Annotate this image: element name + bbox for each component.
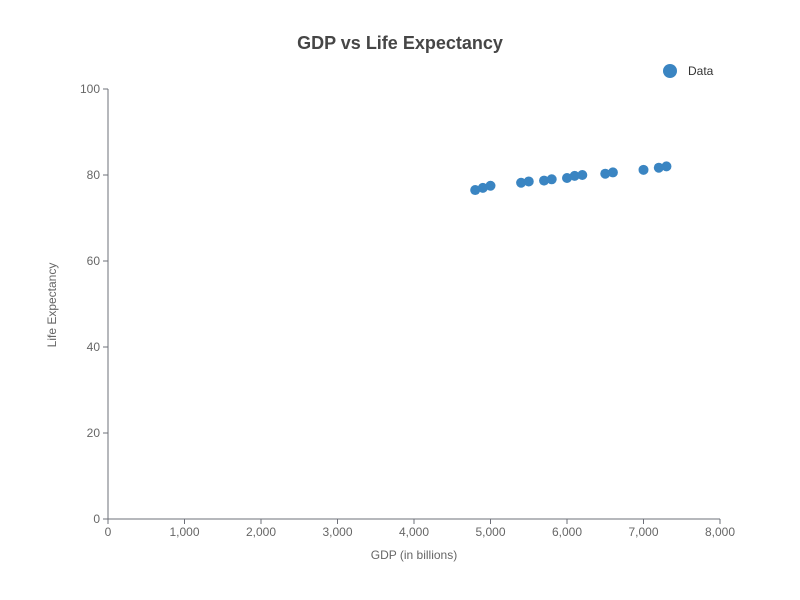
- y-tick-label: 60: [87, 254, 101, 268]
- axes: [107, 89, 720, 520]
- x-tick-label: 3,000: [322, 525, 352, 539]
- y-tick-label: 0: [93, 512, 100, 526]
- data-point[interactable]: [539, 175, 550, 186]
- y-axis-label: Life Expectancy: [45, 263, 59, 348]
- legend[interactable]: Data: [663, 64, 714, 78]
- y-tick-label: 80: [87, 168, 101, 182]
- data-point[interactable]: [607, 167, 618, 178]
- chart-title: GDP vs Life Expectancy: [297, 33, 503, 53]
- x-tick-label: 1,000: [169, 525, 199, 539]
- data-point[interactable]: [470, 185, 481, 196]
- y-tick-label: 20: [87, 426, 101, 440]
- data-point[interactable]: [569, 170, 580, 181]
- data-point[interactable]: [577, 170, 588, 180]
- y-tick-label: 100: [80, 82, 100, 96]
- data-points: [470, 161, 672, 196]
- data-point[interactable]: [638, 164, 649, 175]
- data-point[interactable]: [562, 173, 572, 184]
- data-point[interactable]: [485, 180, 496, 191]
- y-tick-label: 40: [87, 340, 101, 354]
- x-axis-label: GDP (in billions): [371, 548, 457, 562]
- data-point[interactable]: [653, 162, 664, 173]
- data-point[interactable]: [477, 182, 488, 193]
- data-point[interactable]: [661, 161, 672, 172]
- x-tick-label: 5,000: [475, 525, 505, 539]
- x-tick-label: 8,000: [705, 525, 735, 539]
- data-point[interactable]: [600, 168, 611, 179]
- x-tick-label: 7,000: [628, 525, 658, 539]
- x-tick-label: 0: [105, 525, 112, 539]
- x-tick-label: 6,000: [552, 525, 582, 539]
- data-point[interactable]: [516, 177, 527, 188]
- y-axis-ticks: 0 20 40 60 80 100: [80, 82, 108, 526]
- data-point[interactable]: [523, 176, 534, 187]
- data-point[interactable]: [546, 174, 557, 185]
- x-axis-ticks: 0 1,000 2,000 3,000 4,000 5,000 6,000 7,000 8,00…: [105, 519, 735, 539]
- legend-label[interactable]: Data: [688, 64, 714, 78]
- x-tick-label: 2,000: [246, 525, 276, 539]
- legend-marker[interactable]: [663, 64, 677, 78]
- x-tick-label: 4,000: [399, 525, 429, 539]
